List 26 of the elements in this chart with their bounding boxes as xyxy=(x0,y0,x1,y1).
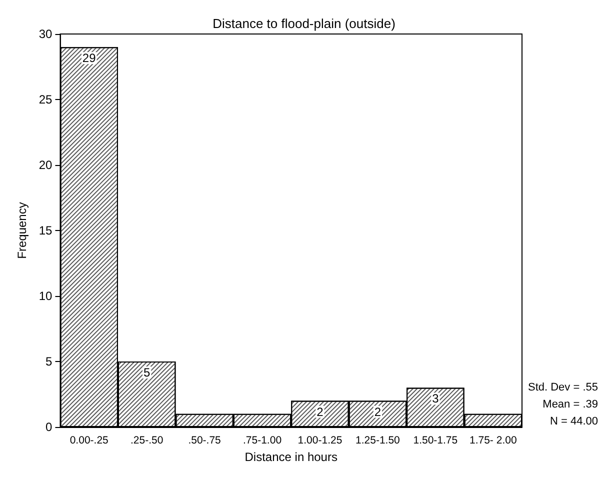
text: Mean = .39 xyxy=(542,398,598,410)
x-tick-label: 0.00-.25 xyxy=(70,434,109,446)
data-label: 2 xyxy=(374,404,382,419)
data-label: 2 xyxy=(316,404,324,419)
y-tick-label: 0 xyxy=(46,420,53,434)
y-tick-label: 30 xyxy=(38,27,53,41)
y-tick-label: 15 xyxy=(38,224,53,238)
data-label: 29 xyxy=(82,51,96,66)
x-tick-label: .25-.50 xyxy=(130,434,164,446)
data-label: 3 xyxy=(432,392,440,406)
text: Std. Dev = .55 xyxy=(528,382,598,394)
x-tick-label: 1.25-1.50 xyxy=(356,434,400,446)
x-tick-label: 1.75- 2.00 xyxy=(469,434,517,446)
x-tick-label: 1.50-1.75 xyxy=(413,434,458,446)
x-tick-label: .75-1.00 xyxy=(243,434,282,446)
chart-title: Distance to flood-plain (outside) xyxy=(212,16,396,31)
x-tick-label: .50-.75 xyxy=(188,434,222,446)
x-axis-title: Distance in hours xyxy=(244,450,338,464)
y-tick-label: 25 xyxy=(38,92,53,106)
y-tick-label: 5 xyxy=(46,354,53,368)
text: N = 44.00 xyxy=(550,416,598,428)
data-label: 5 xyxy=(143,366,150,380)
y-axis-title: Frequency xyxy=(15,202,29,259)
y-tick-label: 10 xyxy=(38,289,53,303)
y-tick-label: 20 xyxy=(38,158,53,172)
x-tick-label: 1.00-1.25 xyxy=(298,434,342,446)
